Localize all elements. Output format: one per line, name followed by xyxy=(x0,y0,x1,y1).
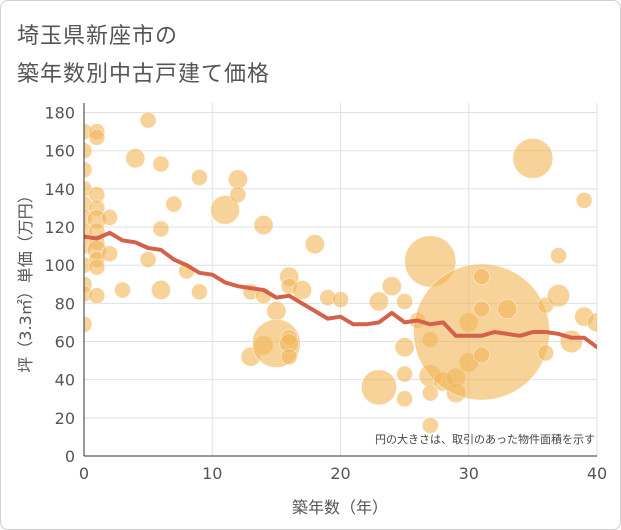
data-point xyxy=(139,111,157,129)
data-point xyxy=(497,299,518,320)
x-tick-label: 10 xyxy=(202,464,222,483)
x-tick-label: 30 xyxy=(459,464,479,483)
data-point xyxy=(210,195,240,225)
data-point xyxy=(473,268,490,286)
data-point xyxy=(473,300,490,318)
series-line xyxy=(84,230,597,350)
axes: 0 20 40 60 80 100 120 140 160 180 0 10 20 30 40 xyxy=(44,103,607,483)
x-tick-label: 40 xyxy=(587,464,607,483)
data-point xyxy=(381,276,402,297)
data-point xyxy=(396,365,414,383)
data-point xyxy=(546,284,571,308)
data-point xyxy=(152,220,170,238)
data-point xyxy=(253,215,274,236)
data-point xyxy=(292,279,313,300)
chart-title-line-1: 埼玉県新座市の xyxy=(17,24,179,49)
data-point xyxy=(101,245,119,263)
chart-title-line-2: 築年数別中古戸建て価格 xyxy=(17,62,271,87)
data-point xyxy=(125,148,146,169)
y-tick-label: 80 xyxy=(55,294,75,313)
data-point xyxy=(191,169,208,186)
data-point xyxy=(575,191,593,209)
y-tick-label: 120 xyxy=(44,218,75,237)
y-tick-label: 40 xyxy=(55,371,75,390)
data-point xyxy=(280,348,298,366)
data-point xyxy=(304,234,325,255)
data-point xyxy=(587,312,597,333)
x-tick-label: 20 xyxy=(330,464,350,483)
data-point xyxy=(165,195,183,213)
data-point xyxy=(227,169,248,190)
data-point xyxy=(88,128,106,146)
y-tick-label: 0 xyxy=(65,447,75,466)
data-point xyxy=(152,155,170,173)
y-tick-label: 140 xyxy=(44,180,75,199)
bubble-size-annotation: 円の大きさは、取引のあった物件面積を示す xyxy=(375,432,595,446)
data-point xyxy=(84,161,93,179)
data-point xyxy=(396,390,414,408)
data-point xyxy=(512,137,554,179)
data-point xyxy=(396,293,414,310)
x-tick-label: 0 xyxy=(79,464,89,483)
data-point xyxy=(150,279,171,300)
data-point xyxy=(537,344,555,362)
data-point xyxy=(84,142,93,160)
data-point xyxy=(88,287,106,305)
y-tick-label: 60 xyxy=(55,333,75,352)
y-tick-label: 180 xyxy=(44,104,75,123)
data-point xyxy=(139,251,157,268)
data-point xyxy=(368,291,389,312)
data-point xyxy=(88,258,106,276)
data-point xyxy=(394,337,415,358)
data-point xyxy=(101,209,119,226)
data-point xyxy=(332,291,349,308)
data-point xyxy=(421,417,439,434)
data-point xyxy=(114,281,131,299)
data-point xyxy=(84,315,93,333)
data-point xyxy=(550,247,567,265)
data-point xyxy=(229,186,247,203)
x-axis-label: 築年数（年） xyxy=(292,498,388,517)
y-axis-label: 坪（3.3㎡）単価（万円） xyxy=(16,187,35,372)
data-point xyxy=(421,384,439,402)
data-point xyxy=(266,300,287,321)
y-tick-label: 160 xyxy=(44,142,75,161)
y-tick-label: 20 xyxy=(55,409,75,428)
bubble-series xyxy=(84,111,597,434)
trend-line-series xyxy=(84,230,597,350)
data-point xyxy=(360,369,397,406)
data-point xyxy=(191,283,208,301)
data-point xyxy=(473,346,490,364)
y-tick-label: 100 xyxy=(44,256,75,275)
